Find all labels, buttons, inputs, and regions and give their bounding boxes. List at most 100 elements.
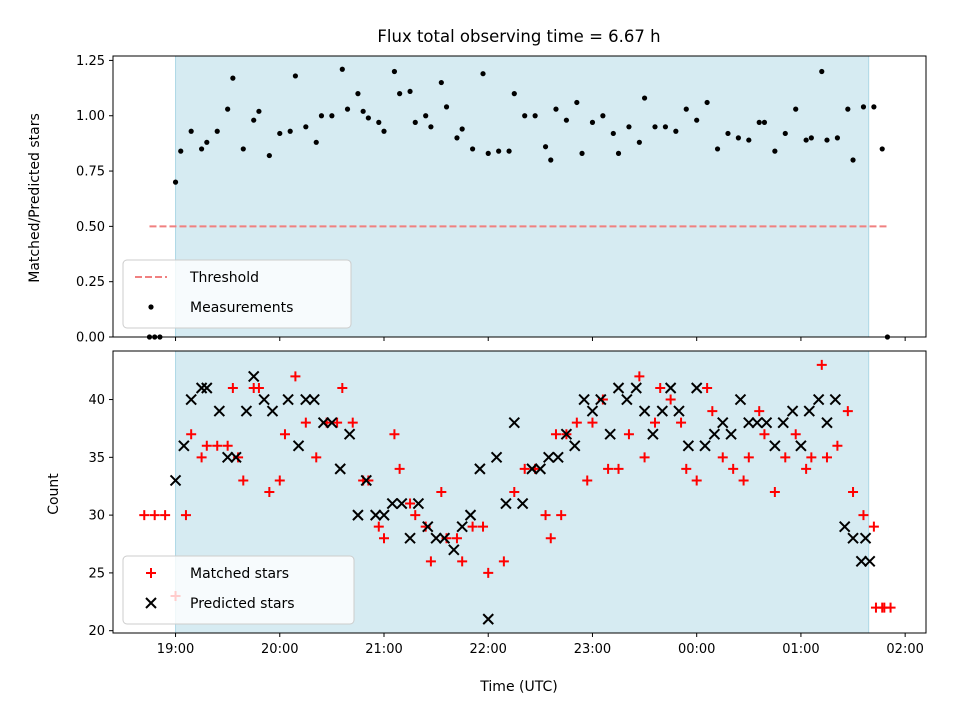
bottom-point-predicted (508, 416, 520, 429)
bottom-point-matched (556, 510, 567, 521)
top-point-measurement (412, 119, 418, 125)
bottom-point-predicted (201, 382, 213, 394)
chart-title: Flux total observing time = 6.67 h (377, 27, 660, 46)
top-point-measurement (824, 137, 830, 143)
top-point-measurement (240, 146, 246, 152)
bottom-point-predicted (717, 416, 729, 429)
top-point-measurement (548, 157, 554, 163)
bottom-point-predicted (438, 532, 451, 544)
bottom-point-matched (806, 452, 817, 463)
bottom-point-predicted (664, 382, 677, 394)
bottom-point-predicted (656, 405, 669, 417)
top-y-axis-label: Matched/Predicted stars (27, 113, 43, 283)
top-point-measurement (391, 68, 398, 75)
bottom-point-predicted (795, 440, 807, 452)
top-point-measurement (782, 130, 788, 137)
bottom-point-matched (728, 463, 739, 474)
top-point-measurement (860, 104, 867, 110)
top-point-measurement (313, 139, 319, 145)
bottom-point-matched (870, 602, 881, 613)
bottom-point-predicted (743, 416, 755, 429)
bottom-point-matched (373, 521, 384, 532)
bottom-point-predicted (343, 428, 356, 440)
top-point-measurement (303, 124, 309, 130)
top-point-measurement (761, 119, 768, 125)
bottom-point-matched (780, 452, 791, 463)
bottom-x-tick-label: 00:00 (678, 642, 715, 657)
bottom-point-predicted (604, 428, 616, 440)
top-point-measurement (188, 128, 194, 134)
top-point-measurement (636, 139, 642, 145)
bottom-point-matched (816, 359, 827, 370)
top-point-measurement (225, 106, 231, 112)
bottom-point-predicted (185, 393, 197, 406)
top-point-measurement (845, 106, 851, 112)
top-point-measurement (381, 128, 387, 134)
bottom-point-matched (478, 521, 489, 532)
bottom-legend-label: Matched stars (190, 566, 289, 582)
x-axis-label: Time (UTC) (479, 679, 557, 695)
top-point-measurement (652, 124, 658, 130)
bottom-point-matched (483, 567, 494, 578)
bottom-point-predicted (352, 509, 364, 521)
bottom-point-predicted (292, 440, 305, 452)
bottom-point-matched (180, 510, 191, 521)
bottom-point-predicted (769, 440, 781, 452)
top-point-measurement (725, 130, 731, 137)
bottom-point-predicted (847, 532, 859, 544)
bottom-point-matched (676, 417, 687, 428)
bottom-point-matched (848, 487, 859, 497)
bottom-point-predicted (396, 497, 408, 510)
top-point-measurement (198, 146, 205, 152)
top-point-measurement (871, 104, 877, 110)
bottom-point-matched (665, 394, 676, 405)
bottom-point-predicted (812, 393, 825, 406)
bottom-point-matched (425, 556, 436, 567)
bottom-legend-predicted-swatch (145, 597, 157, 609)
bottom-y-tick-label: 30 (88, 509, 105, 524)
bottom-point-predicted (490, 451, 503, 464)
bottom-point-matched (571, 417, 582, 428)
bottom-point-matched (139, 510, 150, 521)
bottom-point-matched (290, 371, 301, 382)
bottom-point-predicted (760, 416, 773, 429)
bottom-point-matched (540, 510, 551, 521)
bottom-point-predicted (300, 393, 312, 406)
top-frame (112, 55, 927, 338)
top-point-measurement (589, 119, 596, 125)
bottom-point-matched (451, 533, 462, 544)
bottom-point-predicted (516, 497, 529, 510)
top-point-measurement (407, 88, 413, 95)
top-point-measurement (803, 137, 809, 143)
bottom-point-matched (405, 498, 416, 509)
bottom-point-matched (347, 417, 358, 428)
bottom-point-predicted (258, 393, 270, 406)
bottom-point-matched (467, 521, 478, 532)
bottom-point-matched (769, 487, 780, 497)
bottom-point-predicted (734, 393, 747, 406)
top-point-measurement (532, 113, 538, 119)
bottom-point-predicted (786, 405, 799, 417)
top-point-measurement (714, 146, 721, 152)
bottom-point-matched (311, 452, 322, 463)
top-y-tick-label: 0.50 (76, 220, 105, 235)
top-point-measurement (808, 135, 814, 141)
bottom-point-matched (337, 382, 348, 393)
top-point-measurement (522, 113, 528, 119)
top-point-measurement (230, 75, 236, 81)
bottom-point-matched (212, 440, 223, 451)
bottom-point-matched (832, 440, 843, 451)
bottom-point-matched (868, 521, 879, 532)
top-point-measurement (256, 108, 262, 114)
top-point-measurement (360, 108, 366, 114)
top-point-measurement (746, 137, 752, 143)
bottom-point-matched (702, 382, 713, 393)
bottom-point-predicted (630, 382, 642, 394)
bottom-frame (112, 350, 927, 634)
top-point-measurement (511, 91, 517, 97)
bottom-point-predicted (326, 416, 338, 429)
top-point-measurement (850, 157, 856, 163)
bottom-point-predicted (690, 382, 703, 394)
top-point-measurement (214, 128, 220, 134)
top-point-measurement (610, 130, 616, 137)
